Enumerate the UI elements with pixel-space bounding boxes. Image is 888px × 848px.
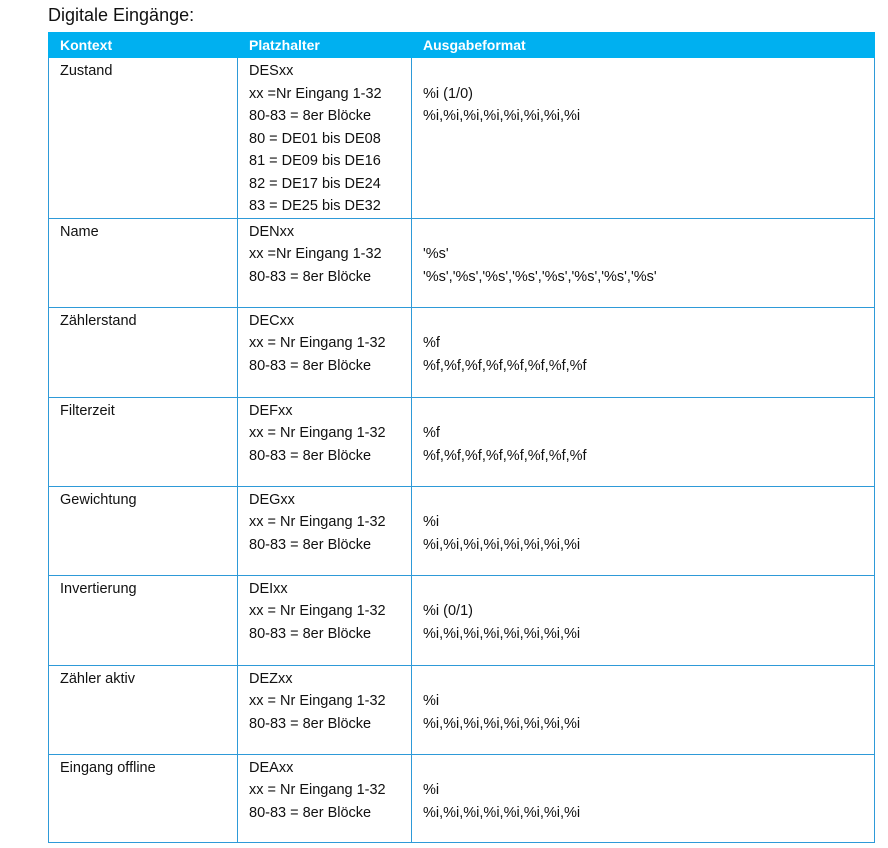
placeholder-line: xx = Nr Eingang 1-32 bbox=[249, 693, 386, 709]
context-label: Invertierung bbox=[60, 580, 137, 597]
placeholder-cell: DEAxx xx = Nr Eingang 1-32 80-83 = 8er Blö… bbox=[237, 753, 412, 843]
format-line: '%s' bbox=[423, 246, 449, 262]
placeholder-line: DEGxx bbox=[249, 491, 295, 508]
table-row: Zählerstand DECxx xx = Nr Eingang 1-32 80-8… bbox=[48, 306, 875, 398]
context-cell: Zustand bbox=[48, 57, 238, 219]
format-line: %f,%f,%f,%f,%f,%f,%f,%f bbox=[423, 447, 587, 464]
placeholder-cell: DENxx xx =Nr Eingang 1-32 80-83 = 8er Blöc… bbox=[237, 217, 412, 308]
header-ausgabeformat: Ausgabeformat bbox=[411, 32, 875, 58]
format-line: %i bbox=[423, 782, 440, 798]
table-row: Zähler aktiv DEZxx xx = Nr Eingang 1-32 80-… bbox=[48, 664, 875, 755]
placeholder-line: DEFxx bbox=[249, 402, 293, 419]
format-line: %i,%i,%i,%i,%i,%i,%i,%i bbox=[423, 536, 581, 553]
placeholder-cell: DESxx xx =Nr Eingang 1-32 80-83 = 8er Blöc… bbox=[237, 57, 412, 219]
format-cell: %i (0/1) %i,%i,%i,%i,%i,%i,%i,%i bbox=[411, 574, 875, 666]
context-cell: Filterzeit bbox=[48, 396, 238, 487]
placeholder-line: 80 = DE01 bis DE08 bbox=[249, 130, 381, 147]
format-line: %i,%i,%i,%i,%i,%i,%i,%i bbox=[423, 715, 581, 732]
context-cell: Zähler aktiv bbox=[48, 664, 238, 755]
placeholder-line: xx = Nr Eingang 1-32 bbox=[249, 603, 386, 619]
placeholder-table: Kontext Platzhalter Ausgabeformat Zustan… bbox=[48, 32, 875, 843]
placeholder-cell: DEIxx xx = Nr Eingang 1-32 80-83 = 8er Blö… bbox=[237, 574, 412, 666]
format-line: %i,%i,%i,%i,%i,%i,%i,%i bbox=[423, 625, 581, 642]
placeholder-line: 82 = DE17 bis DE24 bbox=[249, 175, 381, 192]
format-cell: %i %i,%i,%i,%i,%i,%i,%i,%i bbox=[411, 753, 875, 843]
format-line: %i bbox=[423, 693, 440, 709]
context-cell: Invertierung bbox=[48, 574, 238, 666]
placeholder-line: 80-83 = 8er Blöcke bbox=[249, 357, 372, 374]
context-cell: Eingang offline bbox=[48, 753, 238, 843]
table-row: Gewichtung DEGxx xx = Nr Eingang 1-32 80-83… bbox=[48, 485, 875, 576]
header-kontext: Kontext bbox=[48, 32, 238, 58]
context-label: Gewichtung bbox=[60, 491, 137, 508]
format-cell: %i (1/0) %i,%i,%i,%i,%i,%i,%i,%i bbox=[411, 57, 875, 219]
context-label: Zustand bbox=[60, 63, 113, 79]
placeholder-line: DESxx bbox=[249, 63, 294, 79]
format-line: %i (0/1) bbox=[423, 603, 473, 619]
placeholder-cell: DEZxx xx = Nr Eingang 1-32 80-83 = 8er Blö… bbox=[237, 664, 412, 755]
format-line: %f bbox=[423, 425, 440, 441]
placeholder-line: DEIxx bbox=[249, 580, 288, 597]
placeholder-line: 80-83 = 8er Blöcke bbox=[249, 625, 372, 642]
context-cell: Zählerstand bbox=[48, 306, 238, 398]
placeholder-line: xx =Nr Eingang 1-32 bbox=[249, 85, 382, 102]
format-cell: %f %f,%f,%f,%f,%f,%f,%f,%f bbox=[411, 306, 875, 398]
context-label: Zähler aktiv bbox=[60, 670, 135, 687]
placeholder-line: 81 = DE09 bis DE16 bbox=[249, 153, 381, 169]
section-title: Digitale Eingänge: bbox=[48, 5, 195, 25]
header-platzhalter: Platzhalter bbox=[237, 32, 412, 58]
placeholder-line: DENxx bbox=[249, 223, 295, 240]
placeholder-line: DEAxx bbox=[249, 759, 294, 776]
table-row: Filterzeit DEFxx xx = Nr Eingang 1-32 80-83… bbox=[48, 396, 875, 487]
placeholder-line: 80-83 = 8er Blöcke bbox=[249, 536, 372, 553]
placeholder-line: 80-83 = 8er Blöcke bbox=[249, 447, 372, 464]
placeholder-line: xx = Nr Eingang 1-32 bbox=[249, 782, 386, 798]
placeholder-line: xx =Nr Eingang 1-32 bbox=[249, 246, 382, 262]
format-line: %i,%i,%i,%i,%i,%i,%i,%i bbox=[423, 108, 581, 124]
placeholder-cell: DECxx xx = Nr Eingang 1-32 80-83 = 8er Blö… bbox=[237, 306, 412, 398]
table-row: Zustand DESxx xx =Nr Eingang 1-32 80-83 = 8… bbox=[48, 57, 875, 219]
format-cell: '%s' '%s','%s','%s','%s','%s','%s','%s','… bbox=[411, 217, 875, 308]
context-cell: Name bbox=[48, 217, 238, 308]
format-line: '%s','%s','%s','%s','%s','%s','%s','%s' bbox=[423, 268, 657, 285]
format-line: %f bbox=[423, 335, 440, 351]
context-label: Name bbox=[60, 223, 99, 240]
table-header-row: Kontext Platzhalter Ausgabeformat bbox=[48, 32, 875, 58]
format-cell: %f %f,%f,%f,%f,%f,%f,%f,%f bbox=[411, 396, 875, 487]
placeholder-line: xx = Nr Eingang 1-32 bbox=[249, 425, 386, 441]
placeholder-line: xx = Nr Eingang 1-32 bbox=[249, 335, 386, 351]
placeholder-cell: DEFxx xx = Nr Eingang 1-32 80-83 = 8er Blö… bbox=[237, 396, 412, 487]
format-line: %f,%f,%f,%f,%f,%f,%f,%f bbox=[423, 357, 587, 374]
placeholder-line: 80-83 = 8er Blöcke bbox=[249, 804, 372, 821]
context-cell: Gewichtung bbox=[48, 485, 238, 576]
placeholder-line: 80-83 = 8er Blöcke bbox=[249, 108, 372, 124]
format-line: %i,%i,%i,%i,%i,%i,%i,%i bbox=[423, 804, 581, 821]
placeholder-line: xx = Nr Eingang 1-32 bbox=[249, 514, 386, 530]
placeholder-line: DECxx bbox=[249, 312, 295, 329]
table-row: Invertierung DEIxx xx = Nr Eingang 1-32 80-… bbox=[48, 574, 875, 666]
placeholder-cell: DEGxx xx = Nr Eingang 1-32 80-83 = 8er Blö… bbox=[237, 485, 412, 576]
format-line: %i bbox=[423, 514, 440, 530]
placeholder-line: 80-83 = 8er Blöcke bbox=[249, 715, 372, 732]
context-label: Zählerstand bbox=[60, 312, 137, 329]
format-cell: %i %i,%i,%i,%i,%i,%i,%i,%i bbox=[411, 485, 875, 576]
format-line: %i (1/0) bbox=[423, 85, 473, 102]
placeholder-line: 80-83 = 8er Blöcke bbox=[249, 268, 372, 285]
context-label: Eingang offline bbox=[60, 759, 156, 776]
format-cell: %i %i,%i,%i,%i,%i,%i,%i,%i bbox=[411, 664, 875, 755]
table-row: Eingang offline DEAxx xx = Nr Eingang 1-32… bbox=[48, 753, 875, 843]
context-label: Filterzeit bbox=[60, 402, 115, 419]
table-row: Name DENxx xx =Nr Eingang 1-32 80-83 = 8er … bbox=[48, 217, 875, 308]
placeholder-line: DEZxx bbox=[249, 670, 293, 687]
placeholder-line: 83 = DE25 bis DE32 bbox=[249, 198, 381, 214]
